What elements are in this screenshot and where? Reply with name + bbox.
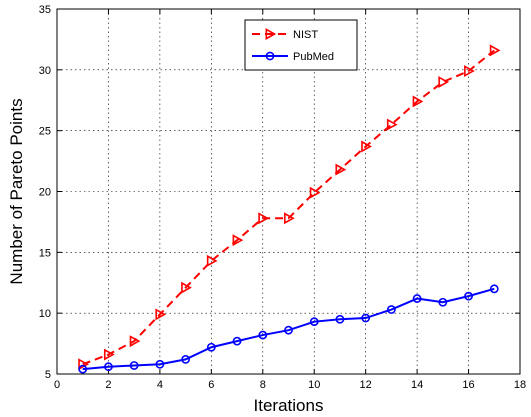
legend-item-nist: NIST xyxy=(252,28,318,41)
data-point xyxy=(258,330,268,340)
data-point xyxy=(206,254,218,267)
data-point xyxy=(181,281,192,294)
data-point xyxy=(335,163,347,176)
data-point xyxy=(155,308,167,321)
data-point xyxy=(104,362,113,372)
data-point xyxy=(489,284,499,294)
data-point xyxy=(258,212,270,225)
series-line xyxy=(82,287,495,371)
data-point xyxy=(181,354,191,364)
x-tick-label: 8 xyxy=(260,379,266,391)
legend-label: NIST xyxy=(293,29,318,41)
y-tick-label: 5 xyxy=(45,369,51,381)
axis-ticks: 0 2 4 6 8 10 12 14 16 18 5 10 15 20 25 30 35 xyxy=(39,4,526,391)
x-axis-title: Iterations xyxy=(254,396,324,415)
data-point xyxy=(361,313,371,323)
data-point xyxy=(438,297,448,307)
data-point xyxy=(284,325,293,335)
data-point xyxy=(129,335,141,348)
data-point xyxy=(78,358,89,371)
data-point xyxy=(386,305,396,314)
y-tick-label: 10 xyxy=(39,308,51,320)
legend-marker xyxy=(265,28,277,40)
x-tick-label: 0 xyxy=(54,379,60,391)
data-point xyxy=(361,140,372,153)
x-tick-label: 18 xyxy=(514,379,526,391)
data-point xyxy=(232,234,244,247)
y-tick-label: 35 xyxy=(39,4,51,16)
data-point xyxy=(438,76,450,88)
data-point xyxy=(284,212,295,225)
data-point xyxy=(155,359,165,369)
data-point xyxy=(232,336,242,346)
data-point xyxy=(386,118,398,131)
data-point xyxy=(78,364,88,374)
legend-box xyxy=(244,19,358,71)
legend-marker xyxy=(265,51,275,61)
data-point xyxy=(103,348,115,361)
x-tick-label: 6 xyxy=(208,379,214,391)
legend-label: PubMed xyxy=(293,51,334,63)
data-point xyxy=(412,294,422,303)
y-tick-label: 25 xyxy=(39,126,51,138)
series-line xyxy=(82,49,495,366)
y-axis-title: Number of Pareto Points xyxy=(7,98,26,284)
data-point xyxy=(206,342,216,352)
x-tick-label: 2 xyxy=(105,379,111,391)
series-layer xyxy=(78,44,501,374)
grid-lines xyxy=(57,9,520,374)
data-point xyxy=(464,291,473,301)
legend: NIST PubMed xyxy=(244,19,358,71)
y-tick-label: 30 xyxy=(39,65,51,77)
x-tick-label: 16 xyxy=(462,379,474,391)
x-tick-label: 10 xyxy=(308,379,320,391)
data-point xyxy=(464,65,475,78)
data-point xyxy=(489,44,501,57)
x-tick-label: 4 xyxy=(157,379,163,391)
x-tick-label: 12 xyxy=(360,379,372,391)
data-point xyxy=(129,361,139,370)
y-tick-label: 20 xyxy=(39,187,51,199)
y-tick-label: 15 xyxy=(39,247,51,259)
series-pubmed xyxy=(78,284,499,374)
x-tick-label: 14 xyxy=(411,379,423,391)
data-point xyxy=(309,186,321,199)
series-nist xyxy=(78,44,501,371)
data-point xyxy=(412,95,424,108)
data-point xyxy=(309,317,319,327)
legend-item-pubmed: PubMed xyxy=(252,51,334,63)
data-point xyxy=(335,314,345,324)
